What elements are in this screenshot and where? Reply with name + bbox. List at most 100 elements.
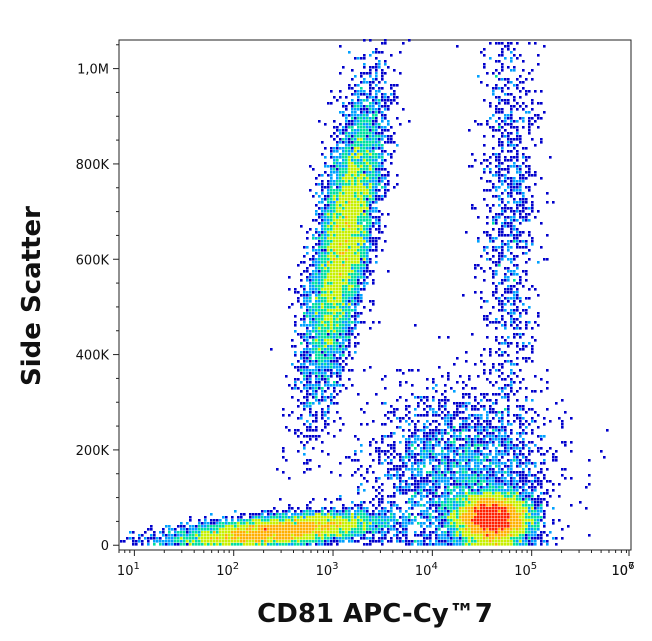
event-point	[387, 141, 390, 144]
event-point	[402, 525, 405, 528]
event-point	[252, 531, 255, 534]
event-point	[384, 516, 387, 519]
event-point	[315, 372, 318, 375]
event-point	[366, 174, 369, 177]
event-point	[513, 486, 516, 489]
event-point	[381, 186, 384, 189]
event-point	[477, 519, 480, 522]
event-point	[258, 534, 261, 537]
event-point	[489, 480, 492, 483]
event-point	[369, 186, 372, 189]
event-point	[336, 249, 339, 252]
event-point	[360, 174, 363, 177]
event-point	[327, 417, 330, 420]
event-point	[519, 447, 522, 450]
event-point	[474, 528, 477, 531]
event-point	[312, 195, 315, 198]
event-point	[417, 429, 420, 432]
event-point	[291, 531, 294, 534]
event-point	[513, 504, 516, 507]
event-point	[471, 474, 474, 477]
event-point	[489, 501, 492, 504]
event-point	[441, 519, 444, 522]
event-point	[315, 531, 318, 534]
event-point	[456, 411, 459, 414]
event-point	[357, 120, 360, 123]
event-point	[312, 396, 315, 399]
event-point	[333, 282, 336, 285]
event-point	[414, 534, 417, 537]
event-point	[411, 369, 414, 372]
event-point	[198, 534, 201, 537]
event-point	[444, 480, 447, 483]
event-point	[303, 444, 306, 447]
event-point	[489, 441, 492, 444]
event-point	[507, 438, 510, 441]
event-point	[369, 204, 372, 207]
event-point	[357, 156, 360, 159]
event-point	[318, 201, 321, 204]
event-point	[357, 300, 360, 303]
event-point	[507, 540, 510, 543]
event-point	[348, 294, 351, 297]
event-point	[438, 402, 441, 405]
event-point	[396, 531, 399, 534]
event-point	[318, 264, 321, 267]
event-point	[351, 531, 354, 534]
event-point	[492, 537, 495, 540]
event-point	[396, 528, 399, 531]
event-point	[429, 537, 432, 540]
event-point	[339, 330, 342, 333]
event-point	[339, 417, 342, 420]
event-point	[303, 312, 306, 315]
event-point	[447, 495, 450, 498]
event-point	[519, 480, 522, 483]
event-point	[300, 432, 303, 435]
event-point	[336, 393, 339, 396]
event-point	[285, 513, 288, 516]
event-point	[357, 255, 360, 258]
event-point	[279, 516, 282, 519]
event-point	[234, 528, 237, 531]
event-point	[375, 96, 378, 99]
event-point	[324, 291, 327, 294]
event-point	[462, 498, 465, 501]
event-point	[510, 492, 513, 495]
event-point	[330, 228, 333, 231]
event-point	[315, 537, 318, 540]
event-point	[456, 537, 459, 540]
event-point	[342, 177, 345, 180]
event-point	[516, 405, 519, 408]
event-point	[417, 402, 420, 405]
event-point	[480, 519, 483, 522]
event-point	[504, 441, 507, 444]
event-point	[378, 162, 381, 165]
event-point	[495, 435, 498, 438]
event-point	[270, 537, 273, 540]
event-point	[345, 312, 348, 315]
event-point	[381, 537, 384, 540]
event-point	[345, 120, 348, 123]
event-point	[336, 258, 339, 261]
event-point	[336, 135, 339, 138]
event-point	[318, 291, 321, 294]
event-point	[501, 501, 504, 504]
event-point	[369, 144, 372, 147]
event-point	[315, 420, 318, 423]
event-point	[522, 513, 525, 516]
event-point	[354, 264, 357, 267]
event-point	[405, 543, 408, 546]
event-point	[312, 348, 315, 351]
event-point	[336, 519, 339, 522]
event-point	[312, 255, 315, 258]
event-point	[417, 405, 420, 408]
event-point	[399, 522, 402, 525]
event-point	[360, 501, 363, 504]
event-point	[396, 174, 399, 177]
event-point	[402, 462, 405, 465]
event-point	[330, 258, 333, 261]
event-point	[357, 162, 360, 165]
event-point	[462, 468, 465, 471]
event-point	[477, 468, 480, 471]
event-point	[366, 513, 369, 516]
